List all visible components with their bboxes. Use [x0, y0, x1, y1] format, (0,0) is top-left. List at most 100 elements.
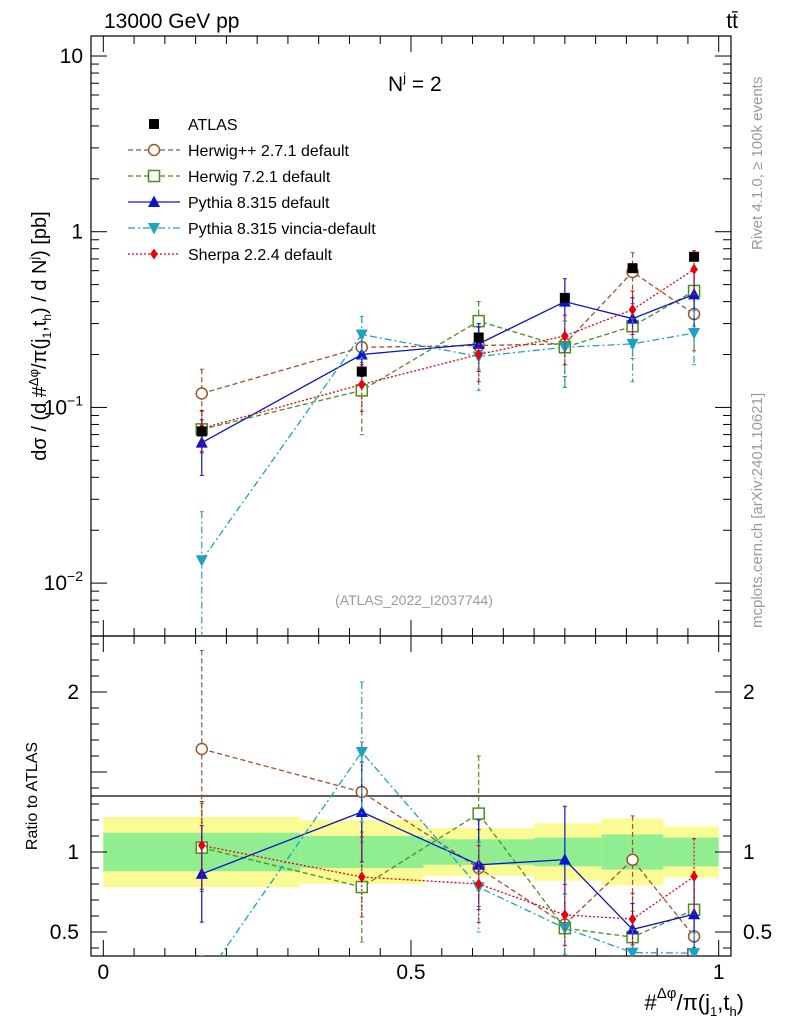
series-4-point	[628, 304, 637, 316]
legend-marker	[147, 169, 161, 183]
series-4-point	[690, 263, 698, 275]
legend-entry: Herwig 7.2.1 default	[128, 169, 331, 186]
legend-entry: Pythia 8.315 default	[128, 195, 330, 212]
y-tick-label: 1	[71, 221, 83, 244]
legend-marker	[148, 223, 160, 235]
series-3-main	[195, 310, 701, 636]
series-0-ratio-line	[201, 748, 695, 937]
atlas-point	[627, 263, 638, 274]
series-3-point	[195, 555, 208, 567]
legend-label: Herwig 7.2.1 default	[188, 169, 331, 186]
legend-marker	[149, 119, 159, 129]
legend-label: Herwig++ 2.7.1 default	[188, 143, 350, 160]
ratio-tick-label-right: 0.5	[743, 921, 772, 944]
series-2-point	[195, 436, 208, 448]
y-tick-label: 10	[60, 45, 83, 68]
series-4-ratio-point	[197, 839, 206, 851]
series-3-line	[201, 332, 695, 561]
series-4-ratio-point	[474, 878, 483, 890]
series-2-ratio-point	[558, 853, 571, 865]
series-3-ratio-line	[219, 750, 695, 956]
series-3-ratio-point	[688, 948, 701, 956]
series-2-ratio-point	[626, 922, 639, 935]
ratio-tick-label-left: 0.5	[50, 921, 79, 944]
series-2-main	[195, 268, 701, 476]
atlas-point	[473, 332, 484, 343]
series-2-ratio-point	[195, 867, 208, 879]
ratio-tick-label-left: 1	[67, 841, 79, 864]
series-3-point	[626, 338, 639, 351]
y-axis-label: dσ / (d #Δφ/π(j1,th) / d Nj) [pb]	[26, 211, 54, 460]
series-2-point	[688, 287, 701, 300]
legend-marker	[148, 195, 160, 207]
series-2-ratio-point	[355, 805, 368, 817]
legend-label: Pythia 8.315 vincia-default	[188, 221, 376, 238]
rivet-label: Rivet 4.1.0, ≥ 100k events	[749, 77, 766, 250]
series-4-point	[560, 330, 569, 342]
legend: ATLAS Herwig++ 2.7.1 default Herwig 7.2.1 …	[128, 117, 376, 264]
legend-marker	[150, 248, 158, 260]
series-2-point	[355, 348, 368, 360]
atlas-point	[559, 292, 570, 303]
series-0-ratio	[195, 649, 701, 956]
ratio-tick-label-left: 2	[67, 681, 79, 704]
series-1-main	[195, 266, 701, 454]
legend-label: Sherpa 2.2.4 default	[188, 247, 333, 264]
series-3-ratio-point	[626, 947, 639, 956]
header-energy: 13000 GeV pp	[104, 10, 239, 33]
ratio-y-axis-label: Ratio to ATLAS	[24, 742, 41, 850]
series-2-ratio-line	[201, 811, 695, 931]
series-4-point	[357, 379, 366, 391]
legend-entry: Herwig++ 2.7.1 default	[128, 143, 350, 160]
legend-marker	[147, 143, 161, 157]
series-1-line	[201, 290, 695, 430]
x-tick-label: 0.5	[396, 961, 425, 984]
series-1-ratio-point	[472, 807, 485, 820]
y-tick-label: 10−2	[44, 568, 84, 595]
mcplots-label: mcplots.cern.ch [arXiv:2401.10621]	[749, 393, 766, 628]
x-tick-label: 0	[97, 961, 109, 984]
series-4-main	[197, 250, 698, 453]
ratio-tick-label-right: 1	[743, 841, 755, 864]
atlas-point	[356, 366, 367, 377]
series-2-line	[201, 293, 695, 444]
atlas-point	[689, 251, 700, 262]
series-4-ratio-point	[357, 871, 366, 883]
x-axis-label: #Δφ/π(j1,th)	[644, 985, 744, 1019]
series-2-point	[626, 312, 639, 324]
series-0-line	[201, 271, 695, 395]
series-3-ratio-point	[196, 977, 208, 989]
analysis-tag: (ATLAS_2022_I2037744)	[335, 592, 493, 608]
series-4-ratio-point	[690, 870, 698, 882]
series-4-ratio	[197, 801, 698, 946]
legend-entry: Sherpa 2.2.4 default	[128, 247, 333, 264]
panel-title: Nj = 2	[388, 70, 442, 96]
main-panel-series	[195, 250, 701, 636]
series-1-ratio-line	[201, 812, 695, 938]
series-3-point	[355, 329, 368, 342]
legend-label: ATLAS	[188, 117, 238, 134]
header-process: tt̄	[726, 10, 738, 33]
series-4-line	[201, 268, 695, 429]
main-plot-frame	[90, 35, 732, 637]
series-0-ratio-point	[626, 853, 639, 866]
series-3-ratio-point	[355, 747, 368, 759]
ratio-band-inner	[663, 837, 719, 867]
series-4-ratio-point	[560, 909, 569, 921]
series-2-ratio-point	[688, 907, 701, 920]
legend-entry: ATLAS	[149, 117, 238, 134]
series-0-point	[195, 387, 209, 400]
series-3-point	[688, 328, 701, 340]
series-4-ratio-line	[201, 844, 695, 920]
series-0-ratio-point	[195, 742, 209, 756]
series-4-ratio-point	[628, 913, 637, 925]
legend-label: Pythia 8.315 default	[188, 195, 330, 212]
legend-entry: Pythia 8.315 vincia-default	[128, 221, 376, 238]
ratio-panel-series	[195, 649, 701, 989]
ratio-tick-label-right: 2	[743, 681, 755, 704]
series-4-point	[474, 349, 483, 361]
atlas-point	[196, 426, 207, 437]
x-tick-label: 1	[713, 961, 725, 984]
